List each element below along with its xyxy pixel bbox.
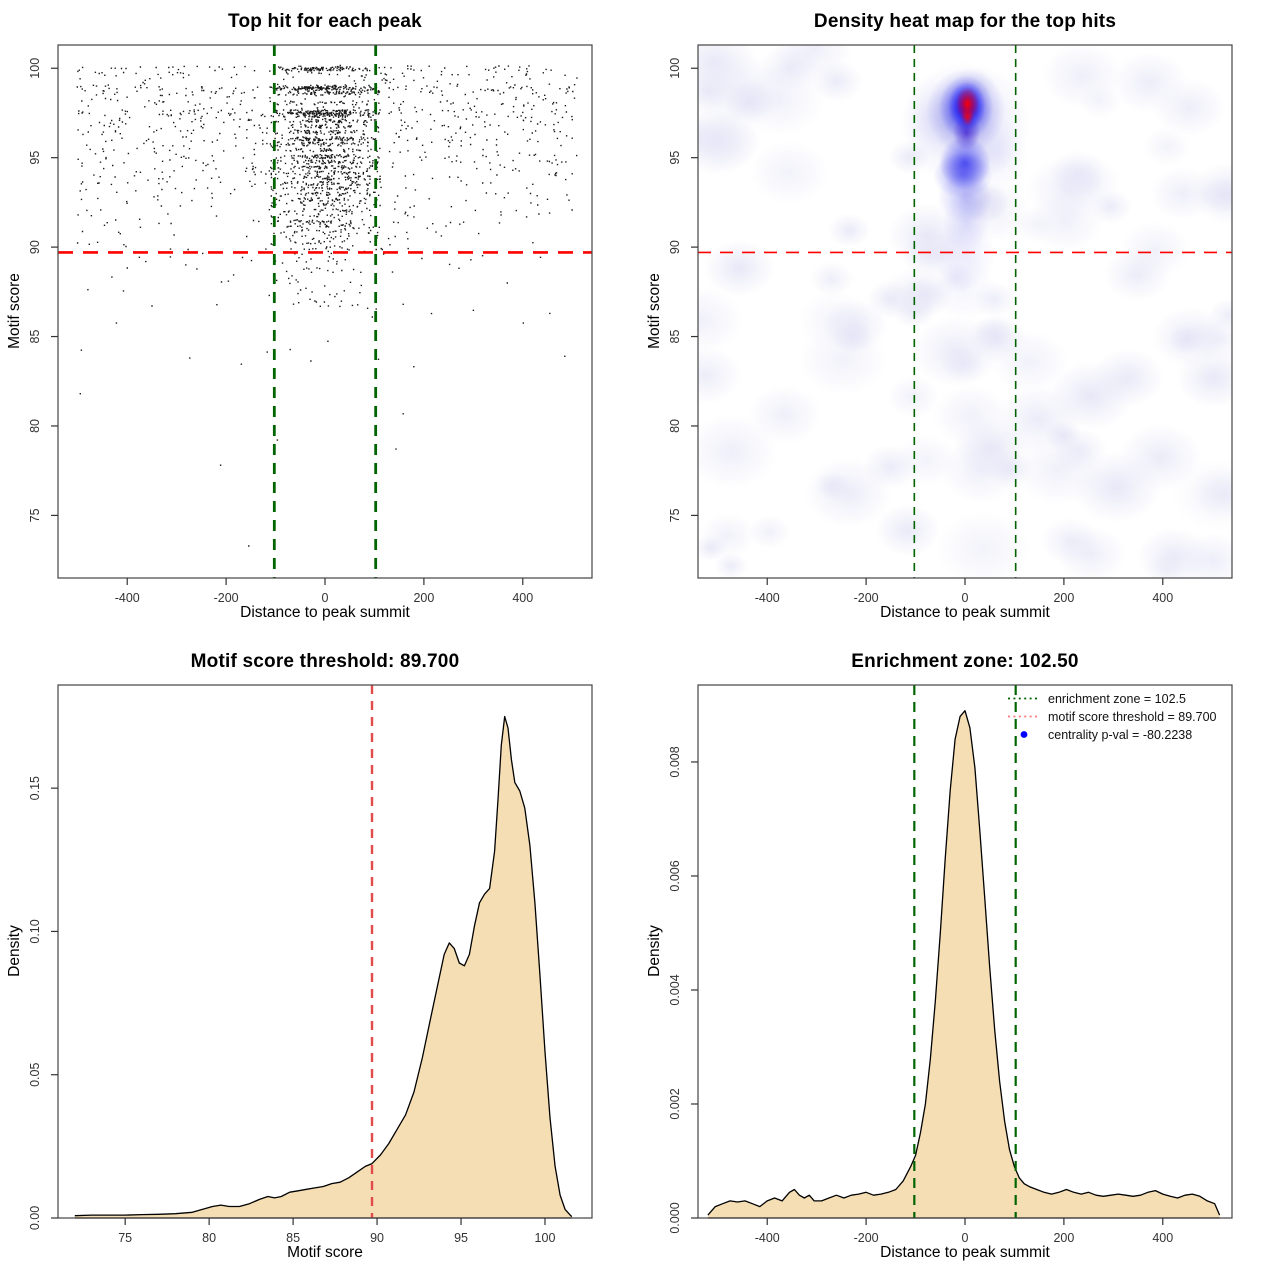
heatmap-canvas xyxy=(698,45,1232,578)
x-tick-label: -400 xyxy=(755,1231,780,1245)
y-tick-label: 100 xyxy=(668,58,682,79)
density-outline xyxy=(74,715,573,1218)
legend-label: centrality p-val = -80.2238 xyxy=(1048,728,1192,742)
score-density-plot-area: 75 80 85 90 95 100 0.00 0.05 0.10 0.15 xyxy=(28,684,593,1245)
density-curve-group xyxy=(707,710,1221,1219)
y-tick-label: 0.00 xyxy=(28,1206,42,1230)
x-tick-label: -200 xyxy=(854,591,879,605)
x-tick-label: 0 xyxy=(322,591,329,605)
panel-distance-density: Enrichment zone: 102.50 enrichment zone … xyxy=(640,640,1280,1280)
chart-title: Enrichment zone: 102.50 xyxy=(851,651,1079,672)
panel-density-heatmap: Density heat map for the top hits -400 -2… xyxy=(640,0,1280,640)
legend-label: motif score threshold = 89.700 xyxy=(1048,710,1217,724)
chart-title: Top hit for each peak xyxy=(228,11,422,32)
y-tick-label: 80 xyxy=(28,419,42,433)
x-tick-label: 400 xyxy=(1152,1231,1173,1245)
y-tick-label: 0.008 xyxy=(668,746,682,777)
chart-title: Motif score threshold: 89.700 xyxy=(190,651,460,672)
x-tick-label: -200 xyxy=(854,1231,879,1245)
x-axis-label: Distance to peak summit xyxy=(880,1244,1050,1261)
x-axis-label: Motif score xyxy=(287,1244,363,1261)
y-tick-label: 75 xyxy=(28,508,42,522)
y-tick-label: 85 xyxy=(28,330,42,344)
scatter-points xyxy=(76,64,578,547)
x-tick-label: -400 xyxy=(755,591,780,605)
legend-label: enrichment zone = 102.5 xyxy=(1048,692,1186,706)
y-tick-label: 85 xyxy=(668,330,682,344)
density-fill xyxy=(74,716,572,1218)
x-tick-label: 200 xyxy=(1053,1231,1074,1245)
y-tick-label: 0.000 xyxy=(668,1202,682,1233)
plot-box xyxy=(57,684,593,1219)
heatmap-plot-area: -400 -200 0 200 400 75 80 85 90 95 100 xyxy=(668,44,1233,605)
x-axis-label: Distance to peak summit xyxy=(880,604,1050,621)
panel-motif-score-density: Motif score threshold: 89.700 75 80 85 90 95… xyxy=(0,640,640,1280)
y-tick-label: 80 xyxy=(668,419,682,433)
density-fill xyxy=(707,710,1220,1218)
x-tick-label: 200 xyxy=(1053,591,1074,605)
x-tick-label: 100 xyxy=(535,1231,556,1245)
x-tick-label: -200 xyxy=(214,591,239,605)
y-axis-label: Motif score xyxy=(646,273,663,349)
y-tick-label: 90 xyxy=(28,240,42,254)
x-tick-label: 75 xyxy=(118,1231,132,1245)
distance-density-plot-area: enrichment zone = 102.5 motif score thres… xyxy=(668,684,1233,1245)
x-tick-label: 400 xyxy=(512,591,533,605)
y-axis-label: Motif score xyxy=(6,273,23,349)
x-tick-label: 90 xyxy=(370,1231,384,1245)
legend-pval-marker xyxy=(1020,731,1028,738)
density-outline xyxy=(707,710,1221,1216)
y-tick-label: 95 xyxy=(668,151,682,165)
y-axis-label: Density xyxy=(6,925,23,977)
x-tick-label: -400 xyxy=(115,591,140,605)
y-tick-label: 95 xyxy=(28,151,42,165)
x-tick-label: 0 xyxy=(962,591,969,605)
y-tick-label: 0.05 xyxy=(28,1063,42,1087)
x-tick-label: 95 xyxy=(454,1231,468,1245)
y-tick-label: 0.10 xyxy=(28,919,42,943)
panel-top-hit-scatter: Top hit for each peak -400 -200 0 200 400 75 8… xyxy=(0,0,640,640)
y-tick-label: 0.002 xyxy=(668,1088,682,1119)
y-tick-label: 0.006 xyxy=(668,860,682,891)
y-tick-label: 100 xyxy=(28,58,42,79)
density-curve-group xyxy=(74,715,573,1219)
y-tick-label: 75 xyxy=(668,508,682,522)
x-tick-label: 0 xyxy=(962,1231,969,1245)
x-tick-label: 200 xyxy=(413,591,434,605)
x-tick-label: 85 xyxy=(286,1231,300,1245)
plot-box xyxy=(697,44,1233,579)
scatter-plot-area: -400 -200 0 200 400 75 80 85 90 95 100 xyxy=(28,44,593,605)
x-tick-label: 400 xyxy=(1152,591,1173,605)
y-tick-label: 0.15 xyxy=(28,776,42,800)
y-axis-label: Density xyxy=(646,925,663,977)
y-tick-label: 0.004 xyxy=(668,974,682,1005)
data-points xyxy=(76,64,578,547)
y-tick-label: 90 xyxy=(668,240,682,254)
x-tick-label: 80 xyxy=(202,1231,216,1245)
x-axis-label: Distance to peak summit xyxy=(240,604,410,621)
chart-title: Density heat map for the top hits xyxy=(813,11,1117,32)
